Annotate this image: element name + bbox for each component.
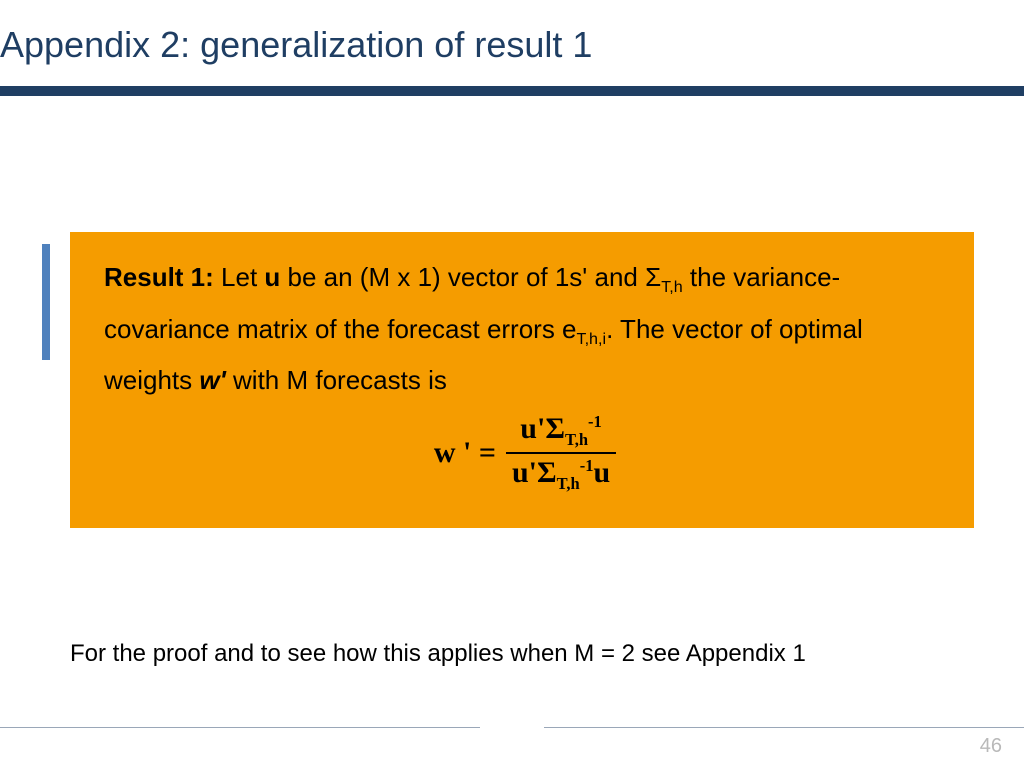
den-uprime: u' bbox=[512, 456, 537, 489]
formula-lhs: w ' = bbox=[434, 438, 496, 468]
den-sigma: Σ bbox=[537, 456, 557, 489]
den-u: u bbox=[593, 456, 610, 489]
den-sup: -1 bbox=[580, 456, 594, 475]
num-uprime: u' bbox=[520, 412, 545, 445]
footer-line-left bbox=[0, 727, 480, 728]
sigma-symbol: Σ bbox=[645, 262, 661, 292]
slide-title: Appendix 2: generalization of result 1 bbox=[0, 24, 592, 66]
result-u: u bbox=[264, 262, 280, 292]
result-tail: with M forecasts is bbox=[226, 365, 447, 395]
result-text: Result 1: Let u be an (M x 1) vector of … bbox=[104, 252, 946, 406]
num-sup: -1 bbox=[588, 412, 602, 431]
formula-denominator: u'ΣT,h-1u bbox=[506, 454, 616, 493]
sigma-subscript: T,h bbox=[661, 278, 683, 296]
formula-numerator: u'ΣT,h-1 bbox=[506, 414, 616, 455]
proof-note: For the proof and to see how this applie… bbox=[70, 640, 806, 668]
result-be: be an (M x 1) vector of 1s' and bbox=[280, 262, 645, 292]
page-number: 46 bbox=[980, 735, 1002, 758]
title-underline bbox=[0, 86, 1024, 96]
footer-line-right bbox=[544, 727, 1024, 728]
e-subscript: T,h,i bbox=[577, 330, 607, 348]
num-sub: T,h bbox=[565, 430, 588, 449]
num-sigma: Σ bbox=[545, 412, 565, 445]
slide: Appendix 2: generalization of result 1 R… bbox=[0, 0, 1024, 768]
den-sub: T,h bbox=[557, 474, 580, 493]
left-accent-bar bbox=[42, 244, 50, 360]
w-prime: w' bbox=[199, 365, 225, 395]
result-let: Let bbox=[214, 262, 265, 292]
formula: w ' = u'ΣT,h-1 u'ΣT,h-1u bbox=[104, 414, 946, 493]
result-box: Result 1: Let u be an (M x 1) vector of … bbox=[70, 232, 974, 528]
formula-fraction: u'ΣT,h-1 u'ΣT,h-1u bbox=[506, 414, 616, 493]
result-label: Result 1: bbox=[104, 262, 214, 292]
